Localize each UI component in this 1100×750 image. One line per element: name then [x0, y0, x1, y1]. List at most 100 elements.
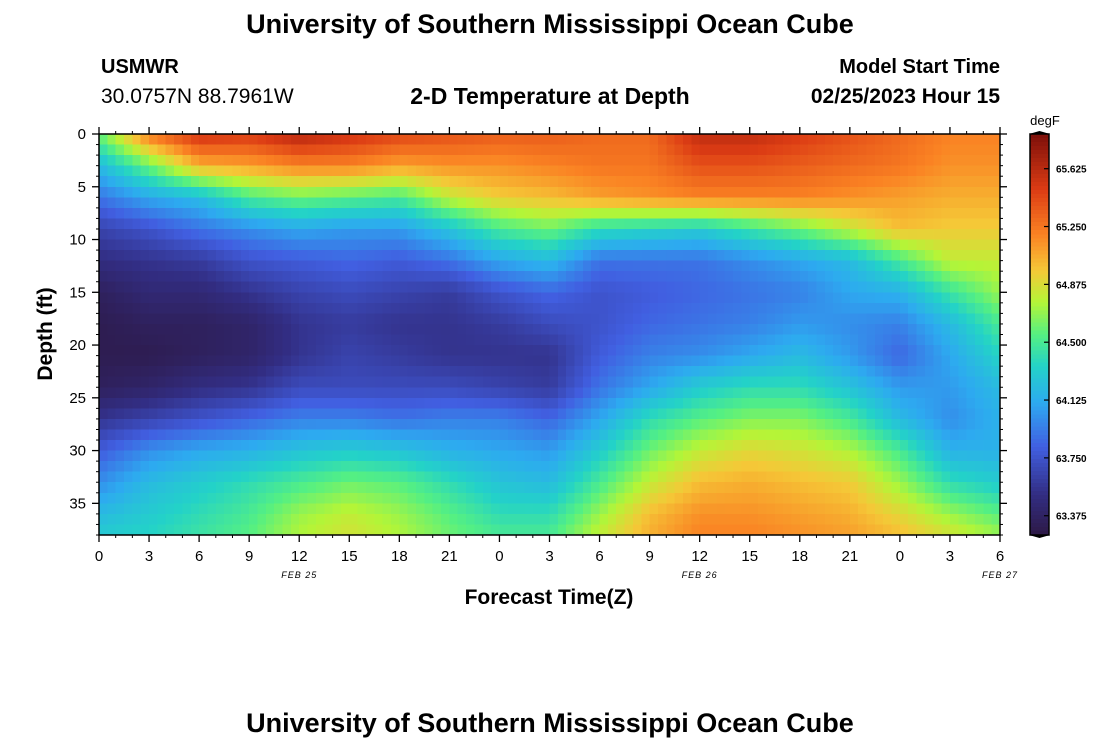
heatmap-cell — [566, 408, 576, 420]
heatmap-cell — [607, 176, 617, 188]
heatmap-cell — [866, 165, 876, 177]
heatmap-cell — [724, 218, 734, 230]
heatmap-cell — [240, 302, 250, 314]
heatmap-cell — [599, 482, 609, 494]
heatmap-cell — [457, 186, 467, 198]
heatmap-cell — [657, 503, 667, 515]
heatmap-cell — [182, 492, 192, 504]
heatmap-cell — [941, 418, 951, 431]
heatmap-cell — [199, 397, 209, 409]
heatmap-cell — [858, 197, 868, 209]
heatmap-cell — [724, 207, 734, 220]
heatmap-cell — [924, 218, 934, 230]
heatmap-cell — [165, 176, 175, 188]
heatmap-cell — [340, 450, 350, 462]
heatmap-cell — [849, 176, 859, 188]
heatmap-cell — [215, 144, 225, 156]
heatmap-cell — [783, 250, 793, 262]
heatmap-cell — [315, 334, 325, 346]
heatmap-cell — [516, 513, 526, 526]
heatmap-cell — [240, 376, 250, 388]
heatmap-cell — [224, 355, 234, 367]
colorbar-segment — [1030, 498, 1049, 504]
heatmap-cell — [591, 418, 601, 431]
colorbar-unit-label: degF — [1030, 113, 1060, 128]
heatmap-cell — [115, 471, 125, 483]
heatmap-cell — [441, 366, 450, 378]
heatmap-cell — [215, 440, 225, 452]
heatmap-cell — [674, 323, 684, 336]
heatmap-cell — [324, 450, 334, 462]
heatmap-cell — [716, 450, 726, 462]
heatmap-cell — [557, 207, 567, 220]
heatmap-cell — [741, 186, 751, 198]
heatmap-cell — [165, 334, 175, 346]
heatmap-cell — [315, 408, 325, 420]
heatmap-cell — [783, 366, 793, 378]
heatmap-cell — [741, 323, 751, 336]
heatmap-cell — [232, 397, 242, 409]
heatmap-cell — [124, 345, 133, 357]
heatmap-cell — [240, 429, 250, 441]
heatmap-cell — [224, 376, 234, 388]
heatmap-cell — [215, 429, 225, 441]
date-label: FEB 27 — [982, 570, 1018, 580]
heatmap-cell — [315, 524, 325, 535]
heatmap-cell — [407, 418, 417, 431]
heatmap-cell — [274, 503, 284, 515]
heatmap-cell — [382, 503, 392, 515]
heatmap-cell — [257, 471, 267, 483]
heatmap-cell — [265, 134, 275, 146]
heatmap-cell — [382, 239, 392, 251]
heatmap-cell — [257, 524, 267, 535]
heatmap-cell — [674, 334, 684, 346]
heatmap-cell — [966, 429, 976, 441]
heatmap-cell — [949, 250, 959, 262]
heatmap-cell — [666, 387, 676, 399]
heatmap-cell — [265, 408, 275, 420]
heatmap-cell — [774, 366, 784, 378]
heatmap-cell — [849, 134, 859, 146]
heatmap-cell — [974, 239, 984, 251]
heatmap-cell — [140, 144, 150, 156]
heatmap-cell — [699, 292, 709, 304]
heatmap-cell — [616, 165, 626, 177]
heatmap-cell — [682, 250, 692, 262]
heatmap-cell — [332, 176, 342, 188]
heatmap-cell — [949, 197, 959, 209]
heatmap-cell — [708, 281, 717, 293]
heatmap-cell — [165, 397, 175, 409]
heatmap-cell — [749, 281, 759, 293]
heatmap-cell — [416, 155, 425, 167]
colorbar-segment — [1030, 182, 1049, 187]
heatmap-cell — [674, 260, 684, 272]
heatmap-cell — [774, 271, 784, 283]
heatmap-cell — [616, 302, 626, 314]
heatmap-cell — [783, 471, 793, 483]
heatmap-cell — [791, 440, 801, 452]
heatmap-cell — [474, 471, 484, 483]
heatmap-cell — [891, 281, 901, 293]
heatmap-cell — [190, 450, 200, 462]
heatmap-cell — [516, 482, 526, 494]
heatmap-cell — [499, 408, 509, 420]
heatmap-cell — [891, 503, 901, 515]
heatmap-cell — [382, 482, 392, 494]
heatmap-cell — [566, 250, 576, 262]
heatmap-cell — [941, 239, 951, 251]
heatmap-cell — [966, 281, 976, 293]
heatmap-cell — [474, 450, 484, 462]
heatmap-cell — [132, 313, 142, 325]
y-tick-label: 30 — [69, 443, 86, 460]
heatmap-cell — [441, 197, 450, 209]
heatmap-cell — [307, 292, 317, 304]
heatmap-cell — [340, 408, 350, 420]
heatmap-cell — [632, 186, 642, 198]
heatmap-cell — [549, 323, 559, 336]
heatmap-cell — [632, 313, 642, 325]
heatmap-cell — [691, 250, 701, 262]
heatmap-cell — [349, 260, 359, 272]
heatmap-cell — [299, 292, 309, 304]
heatmap-cell — [933, 429, 943, 441]
heatmap-cell — [908, 134, 918, 146]
